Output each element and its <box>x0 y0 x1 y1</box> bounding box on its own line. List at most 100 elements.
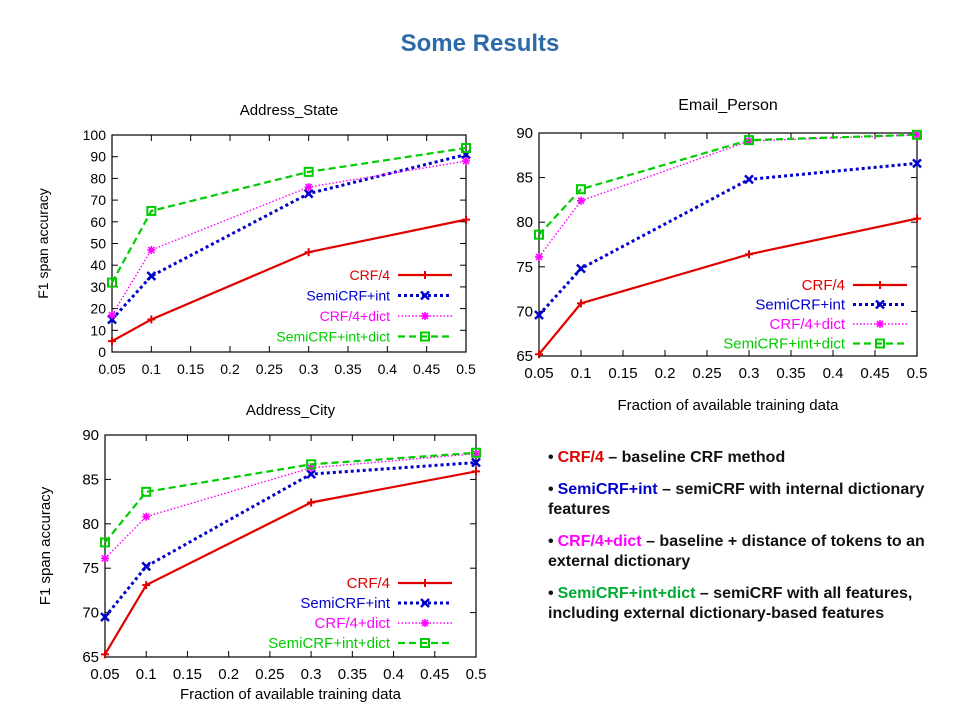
email-person-legend: CRF/4 SemiCRF+int CRF/4+dict SemiCRF+int+di… <box>723 277 907 353</box>
address-city-ytick-label: 90 <box>82 427 99 444</box>
address-city-series-crf-4-dict-line <box>104 452 477 559</box>
address-city-legend-crf-4-point <box>421 579 429 587</box>
address-city-legend-label-crf-4-dict: CRF/4+dict <box>315 615 391 632</box>
note-item: • SemiCRF+int+dict – semiCRF with all fea… <box>548 584 948 624</box>
address-city-series-crf-4-point <box>142 581 151 590</box>
email-person-xtick-label: 0.3 <box>739 365 760 382</box>
email-person-ytick-label: 90 <box>516 125 533 142</box>
address-city-xtick-label: 0.15 <box>173 666 202 683</box>
email-person-legend-crf-4-dict-point <box>876 320 884 328</box>
address-state-legend: CRF/4 SemiCRF+int CRF/4+dict SemiCRF+int+di… <box>276 267 452 345</box>
email-person-xtick-label: 0.05 <box>524 365 553 382</box>
address-city-ytick-label: 85 <box>82 471 99 488</box>
address-city-ytick-label: 80 <box>82 516 99 533</box>
note-term: SemiCRF+int <box>557 481 658 498</box>
email-person-series-crf-4 <box>535 214 921 359</box>
address-state-series-crf-4-point <box>304 248 313 257</box>
address-city-title: Address_City <box>246 402 336 419</box>
address-state-series-semicrf-int-dict-point <box>107 277 117 288</box>
email-person-ytick-label: 80 <box>516 214 533 231</box>
address-state-ylabel: F1 span accuracy <box>35 188 51 299</box>
chart-address-city-svg: Address_City 65 70 75 80 85 90 0.05 0.1 0.15 0.2 0.… <box>37 402 487 703</box>
email-person-series-semicrf-int-dict-point <box>534 229 544 240</box>
address-city-xtick-label: 0.1 <box>136 666 157 683</box>
email-person-series-crf-4-dict-line <box>538 134 918 258</box>
email-person-series-semicrf-int-dict-point <box>576 184 586 195</box>
address-city-series-crf-4-point <box>101 650 109 659</box>
email-person-series-semicrf-int-point <box>576 263 586 274</box>
address-state-legend-semicrf-int-dict-point <box>420 331 430 342</box>
email-person-series-semicrf-int-dict-point <box>912 129 922 140</box>
email-person-series-semicrf-int-dict-line <box>538 133 918 236</box>
email-person-title: Email_Person <box>678 97 778 114</box>
email-person-series-crf-4-point <box>913 214 921 223</box>
address-city-legend-label-crf-4: CRF/4 <box>347 575 390 592</box>
note-text: – baseline CRF method <box>603 449 786 466</box>
address-city-series-crf-4-line <box>104 470 477 655</box>
address-state-series-crf-4-dict-line <box>111 160 467 316</box>
email-person-series-crf-4-point <box>745 250 753 259</box>
address-state-series-crf-4-line <box>111 218 467 343</box>
address-state-series-crf-4-dict-point <box>304 183 313 192</box>
address-city-legend-semicrf-int-point <box>420 598 430 608</box>
address-state-ytick-label: 80 <box>90 170 106 186</box>
email-person-legend-semicrf-int-dict-point <box>875 338 885 349</box>
note-item: • CRF/4+dict – baseline + distance of tok… <box>548 532 948 572</box>
address-state-legend-crf-4-dict-point <box>421 312 429 320</box>
address-state-title: Address_State <box>240 102 338 119</box>
email-person-series-semicrf-int-point <box>744 174 754 185</box>
address-state-ytick-label: 10 <box>90 322 106 338</box>
address-city-ytick-label: 65 <box>82 649 99 666</box>
address-state-xtick-label: 0.5 <box>456 361 476 377</box>
email-person-series-semicrf-int-point <box>534 310 544 320</box>
address-state-series-semicrf-int-dict-point <box>461 143 471 154</box>
email-person-plot-frame <box>538 132 918 357</box>
note-term: CRF/4+dict <box>557 533 642 550</box>
address-state-legend-label-crf-4-dict: CRF/4+dict <box>320 308 391 324</box>
email-person-series-semicrf-int-point <box>912 158 922 169</box>
address-city-ytick-label: 75 <box>82 560 99 577</box>
email-person-xtick-label: 0.35 <box>776 365 805 382</box>
address-state-series-crf-4-dict-point <box>462 157 470 166</box>
note-text: – semiCRF with all features, including e… <box>548 585 913 622</box>
note-text: – baseline + distance of tokens to an ex… <box>548 533 925 570</box>
address-city-xtick-label: 0.2 <box>218 666 239 683</box>
address-state-ytick-label: 0 <box>98 344 106 360</box>
address-state-xtick-label: 0.45 <box>413 361 440 377</box>
address-state-series-crf-4-dict-point <box>147 246 156 255</box>
address-state-ytick-label: 60 <box>90 214 106 230</box>
address-state-series-crf-4-dict-point <box>108 311 116 320</box>
address-state-xtick-label: 0.4 <box>378 361 398 377</box>
email-person-series-crf-4-line <box>538 217 918 355</box>
address-state-legend-label-crf-4: CRF/4 <box>350 267 391 283</box>
address-state-xtick-label: 0.35 <box>334 361 361 377</box>
address-state-ytick-label: 50 <box>90 236 106 252</box>
address-city-series-crf-4-dict-point <box>142 512 151 521</box>
note-term: SemiCRF+int+dict <box>557 585 696 602</box>
address-city-xtick-label: 0.3 <box>301 666 322 683</box>
address-city-series-crf-4-point <box>307 498 316 507</box>
address-state-xtick-label: 0.1 <box>142 361 162 377</box>
note-item: • SemiCRF+int – semiCRF with internal dic… <box>548 480 948 520</box>
address-city-ylabel: F1 span accuracy <box>37 486 54 605</box>
email-person-series-semicrf-int-dict-point <box>744 135 754 146</box>
address-city-series-semicrf-int-point <box>471 457 481 468</box>
email-person-xtick-label: 0.15 <box>608 365 637 382</box>
address-state-series-crf-4-point <box>147 315 156 324</box>
address-state-series-semicrf-int-dict-point <box>303 166 314 177</box>
email-person-ytick-label: 70 <box>516 303 533 320</box>
address-city-series-semicrf-int-dict-point <box>471 447 481 458</box>
address-city-xtick-label: 0.4 <box>383 666 404 683</box>
email-person-ytick-label: 75 <box>516 259 533 276</box>
address-city-series-semicrf-int-point <box>141 561 152 572</box>
address-city-xtick-label: 0.35 <box>338 666 367 683</box>
chart-address-state: Address_State 0 10 20 30 40 50 60 70 80 90 100 0.05 0… <box>20 95 490 400</box>
address-state-ytick-label: 40 <box>90 257 106 273</box>
address-city-xtick-label: 0.5 <box>466 666 487 683</box>
email-person-legend-label-semicrf-int-dict: SemiCRF+int+dict <box>723 336 846 353</box>
email-person-series-crf-4-dict-point <box>535 252 543 261</box>
address-state-legend-label-semicrf-int: SemiCRF+int <box>306 288 390 304</box>
email-person-legend-label-semicrf-int: SemiCRF+int <box>755 297 845 314</box>
address-state-ytick-label: 90 <box>90 149 106 165</box>
email-person-series-crf-4-dict-point <box>577 196 585 205</box>
